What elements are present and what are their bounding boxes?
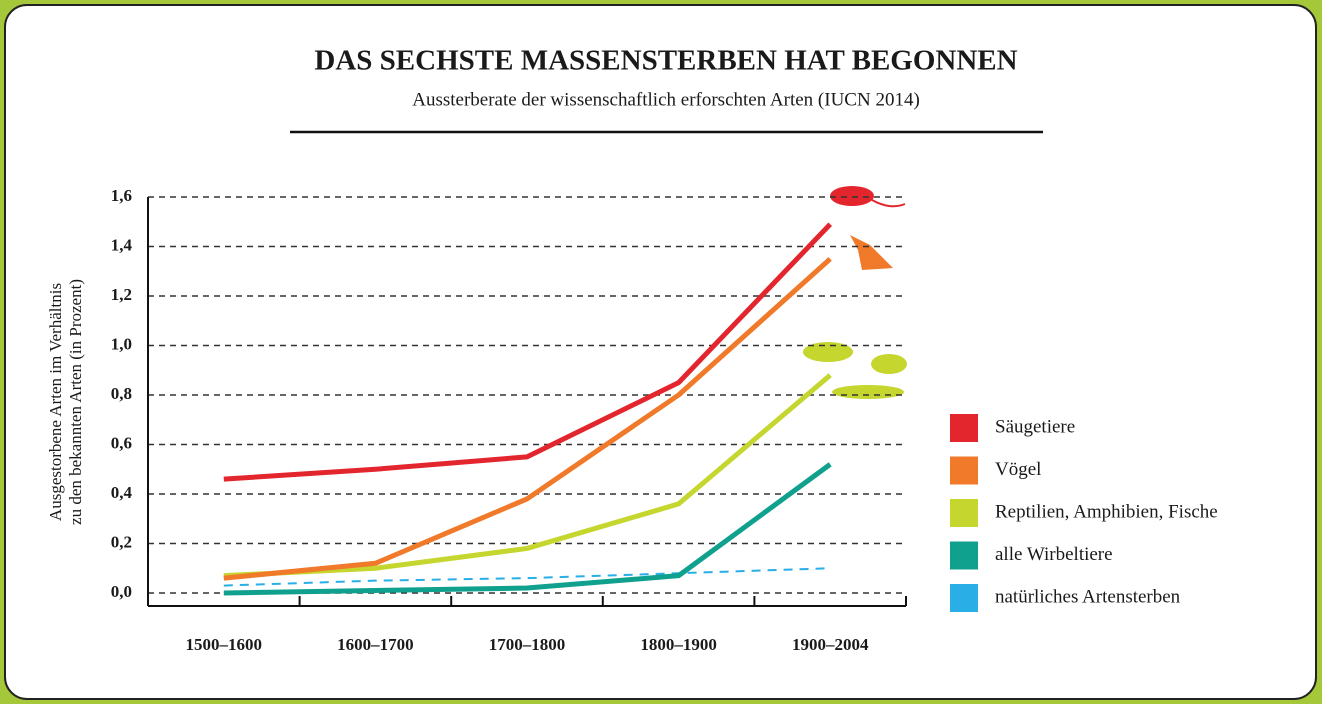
y-axis-title-line: Ausgestorbene Arten im Verhältnis	[46, 283, 65, 521]
legend-swatch	[950, 541, 978, 570]
y-tick-label: 1,0	[111, 334, 132, 353]
series-line	[223, 462, 832, 596]
legend-swatch	[950, 456, 978, 485]
x-tick-label: 1900–2004	[792, 635, 869, 654]
series-line	[223, 257, 832, 581]
series-line	[223, 222, 833, 482]
legend-label: alle Wirbeltiere	[995, 544, 1113, 565]
legend-swatch	[950, 584, 978, 612]
y-tick-label: 0,6	[111, 433, 132, 452]
y-tick-label: 0,8	[111, 384, 132, 403]
y-axis-title: Ausgestorbene Arten im Verhältnis zu den…	[46, 279, 85, 525]
icon-crocodile	[832, 385, 904, 399]
chart-title: DAS SECHSTE MASSENSTERBEN HAT BEGONNEN	[314, 45, 1017, 77]
legend-label: natürliches Artensterben	[995, 586, 1181, 607]
icon-bird	[850, 235, 893, 270]
series-line	[223, 567, 831, 587]
y-tick-label: 1,4	[111, 235, 133, 254]
chart-subtitle: Aussterberate der wissenschaftlich erfor…	[412, 89, 920, 110]
x-tick-label: 1800–1900	[640, 635, 717, 654]
icon-frog	[871, 354, 907, 374]
legend-label: Reptilien, Amphibien, Fische	[995, 501, 1218, 522]
x-tick-label: 1500–1600	[186, 635, 263, 654]
icon-mammal-tail	[871, 199, 906, 208]
y-axis-title-line: zu den bekannten Arten (in Prozent)	[66, 279, 85, 525]
icon-mammal	[830, 186, 874, 206]
y-tick-label: 1,6	[111, 186, 132, 205]
legend-label: Säugetiere	[995, 416, 1075, 437]
x-tick-label: 1700–1800	[489, 635, 566, 654]
x-tick-label: 1600–1700	[337, 635, 414, 654]
panel	[4, 4, 1317, 700]
y-tick-label: 1,2	[111, 285, 132, 304]
legend-swatch	[950, 499, 978, 527]
legend-label: Vögel	[995, 459, 1041, 480]
y-tick-label: 0,4	[111, 483, 133, 502]
y-tick-label: 0,2	[111, 532, 132, 551]
icon-fish	[803, 342, 853, 362]
legend-swatch	[950, 414, 978, 442]
y-tick-label: 0,0	[111, 582, 132, 601]
